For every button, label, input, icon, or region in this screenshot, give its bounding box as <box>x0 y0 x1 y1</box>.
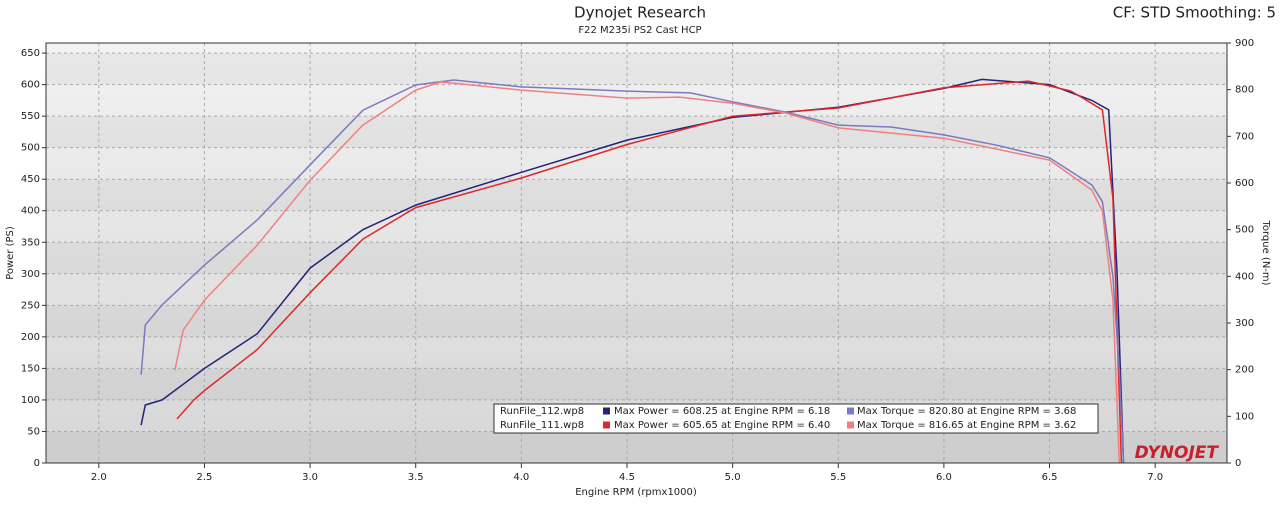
band <box>46 305 1227 337</box>
legend-marker <box>847 421 854 429</box>
y-tick-label: 550 <box>21 111 40 122</box>
legend-marker <box>603 421 610 429</box>
x-tick-label: 7.0 <box>1147 472 1163 483</box>
y2-tick-label: 600 <box>1235 178 1254 189</box>
y2-axis-label: Torque (N-m) <box>1260 219 1271 285</box>
x-tick-label: 2.5 <box>196 472 212 483</box>
y-tick-label: 350 <box>21 237 40 248</box>
y-tick-label: 650 <box>21 48 40 59</box>
legend-torque: Max Torque = 820.80 at Engine RPM = 3.68 <box>857 406 1076 417</box>
y-tick-label: 450 <box>21 174 40 185</box>
x-tick-label: 3.0 <box>302 472 318 483</box>
chart-title: Dynojet Research <box>574 4 706 22</box>
legend-power: Max Power = 608.25 at Engine RPM = 6.18 <box>614 406 830 417</box>
x-tick-label: 3.5 <box>408 472 424 483</box>
plot-frame <box>45 42 1228 464</box>
series-line <box>174 81 1121 464</box>
x-axis-label: Engine RPM (rpmx1000) <box>575 487 697 498</box>
x-tick-label: 6.5 <box>1042 472 1058 483</box>
plot <box>46 43 1227 464</box>
y2-tick-label: 500 <box>1235 225 1254 236</box>
legend-marker <box>603 407 610 415</box>
logo: DYNOJET <box>1135 443 1220 463</box>
legend-marker <box>847 407 854 415</box>
y-tick-label: 50 <box>27 426 40 437</box>
series-line <box>140 78 1125 464</box>
y-tick-label: 600 <box>21 80 40 91</box>
legend-entries: RunFile_112.wp8 Max Power = 608.25 at Eng… <box>500 406 1076 431</box>
y-tick-label: 200 <box>21 332 40 343</box>
chart-subtitle: F22 M235i PS2 Cast HCP <box>578 25 701 36</box>
band <box>46 179 1227 211</box>
y2-tick-label: 100 <box>1235 411 1254 422</box>
y-tick-label: 300 <box>21 269 40 280</box>
y-tick-label: 100 <box>21 395 40 406</box>
y2-tick-label: 800 <box>1235 85 1254 96</box>
x-tick-label: 2.0 <box>91 472 107 483</box>
legend-file: RunFile_111.wp8 <box>500 420 584 431</box>
legend <box>493 403 1099 434</box>
legend-power: Max Power = 605.65 at Engine RPM = 6.40 <box>614 420 830 431</box>
y-tick-label: 400 <box>21 206 40 217</box>
y-tick-label: 0 <box>34 458 40 469</box>
legend-torque: Max Torque = 816.65 at Engine RPM = 3.62 <box>857 420 1076 431</box>
x-tick-label: 4.5 <box>619 472 635 483</box>
x-tick-label: 5.0 <box>725 472 741 483</box>
x-tick-label: 4.0 <box>513 472 529 483</box>
corner-text: CF: STD Smoothing: 5 <box>1113 4 1276 22</box>
plot-background <box>46 43 1227 463</box>
y2-tick-label: 400 <box>1235 271 1254 282</box>
band <box>46 53 1227 85</box>
y2-tick-label: 0 <box>1235 458 1241 469</box>
y2-tick-label: 700 <box>1235 131 1254 142</box>
y2-tick-label: 300 <box>1235 318 1254 329</box>
y2-tick-label: 200 <box>1235 365 1254 376</box>
x-tick-label: 5.5 <box>830 472 846 483</box>
x-tick-label: 6.0 <box>936 472 952 483</box>
band <box>46 116 1227 148</box>
y-tick-label: 250 <box>21 300 40 311</box>
y-tick-label: 150 <box>21 363 40 374</box>
y2-tick-label: 900 <box>1235 38 1254 49</box>
y-tick-label: 500 <box>21 143 40 154</box>
legend-file: RunFile_112.wp8 <box>500 406 584 417</box>
series-line <box>140 79 1125 464</box>
series-line <box>176 80 1123 464</box>
band <box>46 242 1227 274</box>
band <box>46 431 1227 463</box>
band <box>46 368 1227 400</box>
y-axis-label: Power (PS) <box>5 226 16 280</box>
